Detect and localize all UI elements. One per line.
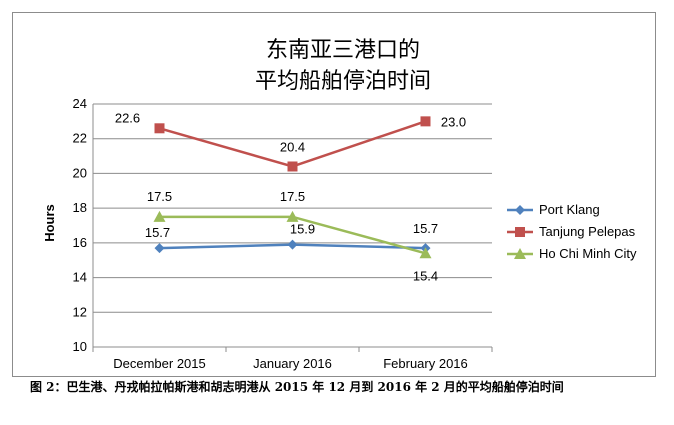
- chart-title-line-1: 东南亚三港口的: [266, 38, 420, 63]
- y-tick-label-24: 24: [73, 96, 87, 111]
- legend-item-ho-chi-minh-city: Ho Chi Minh City: [507, 246, 637, 261]
- x-category-label: January 2016: [253, 356, 332, 371]
- data-point-marker: [419, 247, 432, 259]
- data-label: 22.6: [115, 110, 140, 125]
- legend-item-tanjung-pelepas: Tanjung Pelepas: [507, 224, 636, 239]
- line-chart: 东南亚三港口的 平均船舶停泊时间 Hours 1012141618202224 …: [42, 38, 637, 371]
- data-point-marker: [287, 161, 298, 172]
- y-tick-label-12: 12: [73, 304, 87, 319]
- chart-frame: 东南亚三港口的 平均船舶停泊时间 Hours 10 12 14 16 18 20 22 24 …: [12, 12, 656, 377]
- legend-label: Port Klang: [539, 202, 600, 217]
- data-label: 15.9: [290, 222, 315, 237]
- data-point-marker: [286, 210, 299, 222]
- series-ho-chi-minh-city: 17.5 17.5 15.4: [147, 189, 438, 283]
- y-tick-label-22: 22: [73, 131, 87, 146]
- y-axis-label: Hours: [42, 204, 57, 242]
- data-label: 15.7: [413, 221, 438, 236]
- series-port-klang: 15.7 15.9 15.7: [145, 221, 438, 254]
- data-label: 15.4: [413, 268, 438, 283]
- chart-title-line-2: 平均船舶停泊时间: [255, 69, 431, 94]
- y-tick-label-18: 18: [73, 200, 87, 215]
- y-tick-label-14: 14: [73, 270, 87, 285]
- legend-label: Ho Chi Minh City: [539, 246, 637, 261]
- data-label: 20.4: [280, 139, 305, 154]
- x-category-label: February 2016: [383, 356, 468, 371]
- series-tanjung-pelepas: 22.6 20.4 23.0: [115, 110, 466, 172]
- data-point-marker: [154, 123, 165, 134]
- series-layer: 15.7 15.9 15.7 22.6 20.4 23.0 17.5 17.5 15.4: [115, 110, 466, 283]
- legend-label: Tanjung Pelepas: [539, 224, 636, 239]
- y-tick-label-10: 10: [73, 339, 87, 354]
- figure-caption: 图 2：巴生港、丹戎帕拉帕斯港和胡志明港从 2015 年 12 月到 2016 …: [30, 380, 564, 394]
- data-point-marker: [153, 210, 166, 222]
- data-point-marker: [420, 116, 431, 127]
- data-point-marker: [515, 205, 525, 215]
- data-label: 15.7: [145, 225, 170, 240]
- gridlines: [93, 103, 492, 348]
- y-tick-label-20: 20: [73, 165, 87, 180]
- data-point-marker: [514, 248, 526, 259]
- data-point-marker: [154, 243, 165, 254]
- data-point-marker: [515, 227, 525, 237]
- chart-title: 东南亚三港口的 平均船舶停泊时间: [255, 38, 431, 94]
- data-label: 23.0: [441, 114, 466, 129]
- data-point-marker: [287, 239, 298, 250]
- y-tick-label-16: 16: [73, 235, 87, 250]
- legend-item-port-klang: Port Klang: [507, 202, 600, 217]
- y-axis-ticks: 10 12 14 16 18 20 22 24: [73, 96, 87, 354]
- x-axis-categories: December 2015 January 2016 February 2016: [113, 356, 468, 371]
- legend: Port Klang Tanjung Pelepas Ho Chi Minh Cit…: [507, 202, 637, 261]
- data-label: 17.5: [280, 189, 305, 204]
- x-category-label: December 2015: [113, 356, 206, 371]
- axes: [92, 104, 493, 352]
- data-label: 17.5: [147, 189, 172, 204]
